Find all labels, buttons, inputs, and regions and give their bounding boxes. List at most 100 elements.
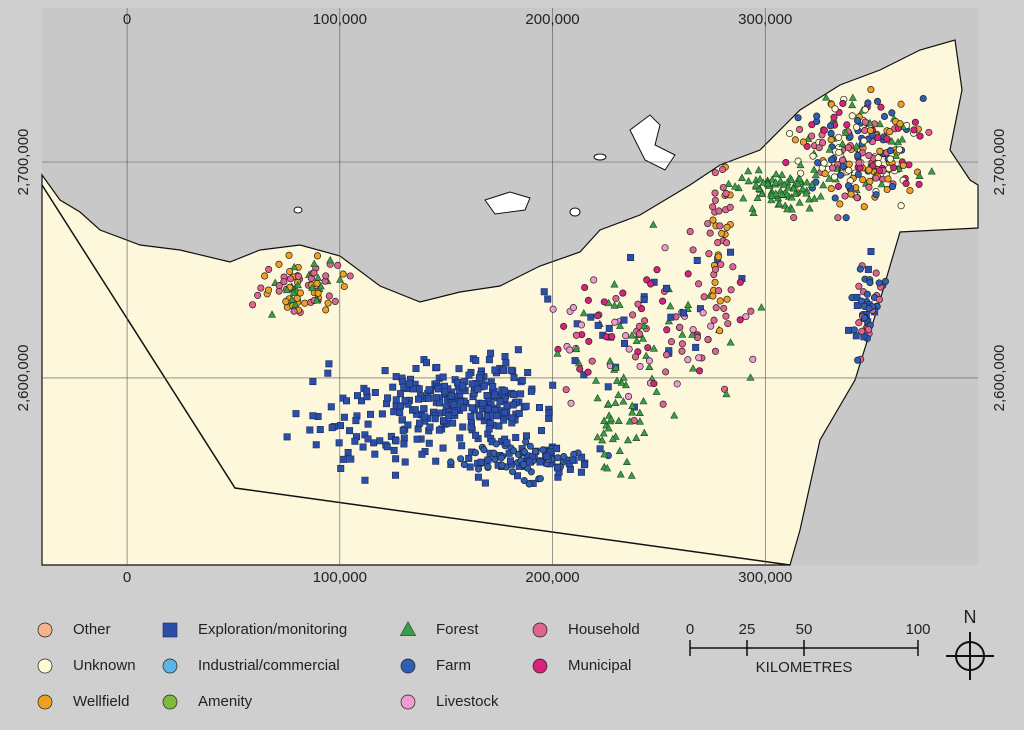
well-point	[791, 136, 799, 144]
well-point	[371, 450, 379, 458]
well-point	[649, 220, 658, 228]
well-point	[337, 422, 345, 430]
well-point	[566, 346, 574, 354]
scale-tick-label: 50	[796, 621, 813, 638]
well-point	[727, 286, 735, 294]
well-point	[472, 356, 480, 364]
well-point	[821, 170, 829, 178]
well-point	[605, 324, 613, 332]
well-point	[496, 398, 504, 406]
legend-symbol	[162, 658, 178, 674]
well-point	[580, 461, 588, 469]
well-point	[396, 402, 404, 410]
well-point	[425, 386, 433, 394]
well-point	[768, 175, 777, 183]
well-point	[864, 265, 872, 273]
well-point	[829, 164, 837, 172]
well-point	[667, 313, 675, 321]
well-point	[404, 421, 412, 429]
well-point	[692, 343, 700, 351]
well-point	[853, 194, 861, 202]
legend-label: Exploration/monitoring	[198, 621, 347, 638]
well-point	[897, 202, 905, 210]
well-point	[432, 394, 440, 402]
well-point	[622, 457, 631, 466]
well-point	[790, 214, 798, 222]
x-tick-label: 100,000	[313, 569, 367, 586]
well-point	[604, 298, 613, 307]
well-point	[861, 118, 869, 126]
well-point	[500, 416, 508, 424]
well-point	[571, 357, 579, 365]
well-point	[539, 446, 547, 454]
well-point	[843, 121, 851, 129]
well-point	[845, 160, 853, 168]
well-point	[337, 464, 345, 472]
well-point	[887, 137, 896, 145]
well-point	[503, 439, 511, 447]
well-point	[547, 448, 555, 456]
well-point	[844, 182, 853, 190]
well-point	[285, 251, 293, 259]
well-point	[809, 152, 817, 160]
well-point	[291, 300, 300, 308]
well-point	[635, 417, 644, 425]
well-point	[526, 442, 534, 450]
well-point	[838, 139, 847, 147]
well-point	[506, 457, 514, 465]
well-point	[673, 380, 681, 388]
well-point	[827, 129, 835, 137]
well-point	[902, 179, 910, 188]
well-point	[309, 412, 317, 420]
island	[484, 191, 531, 215]
well-point	[484, 456, 492, 464]
legend-label: Other	[73, 621, 111, 638]
well-point	[584, 368, 592, 376]
well-point	[822, 93, 831, 101]
well-point	[783, 189, 792, 198]
well-point	[544, 295, 552, 303]
well-point	[335, 439, 343, 447]
well-point	[789, 184, 798, 192]
well-point	[876, 147, 884, 155]
well-point	[704, 335, 712, 344]
well-point	[603, 464, 612, 472]
well-point	[919, 94, 927, 103]
well-point	[642, 351, 651, 359]
legend-symbol	[37, 694, 53, 710]
well-point	[392, 455, 400, 463]
well-point	[614, 390, 623, 399]
well-point	[866, 126, 874, 135]
well-point	[376, 437, 384, 445]
x-tick-label: 300,000	[738, 569, 792, 586]
well-point	[585, 337, 593, 345]
well-point	[799, 138, 807, 146]
well-point	[455, 365, 463, 373]
well-point	[569, 304, 577, 312]
well-point	[433, 363, 441, 371]
well-point	[877, 103, 885, 111]
well-point	[514, 346, 522, 354]
well-point	[910, 126, 918, 134]
well-point	[619, 397, 628, 405]
well-point	[622, 332, 630, 340]
well-point	[615, 300, 624, 308]
well-point	[755, 184, 764, 192]
well-point	[666, 301, 675, 310]
well-point	[848, 112, 856, 120]
well-point	[695, 280, 703, 288]
well-point	[852, 123, 861, 131]
well-point	[491, 391, 499, 399]
well-point	[899, 161, 907, 170]
well-point	[577, 321, 586, 329]
well-point	[400, 434, 408, 442]
well-point	[396, 409, 404, 417]
well-point	[916, 132, 924, 140]
well-point	[839, 156, 847, 164]
well-point	[831, 105, 839, 113]
well-point	[249, 301, 257, 309]
well-point	[895, 146, 903, 154]
x-tick-label: 300,000	[738, 11, 792, 28]
well-point	[387, 432, 395, 440]
well-point	[398, 416, 406, 424]
